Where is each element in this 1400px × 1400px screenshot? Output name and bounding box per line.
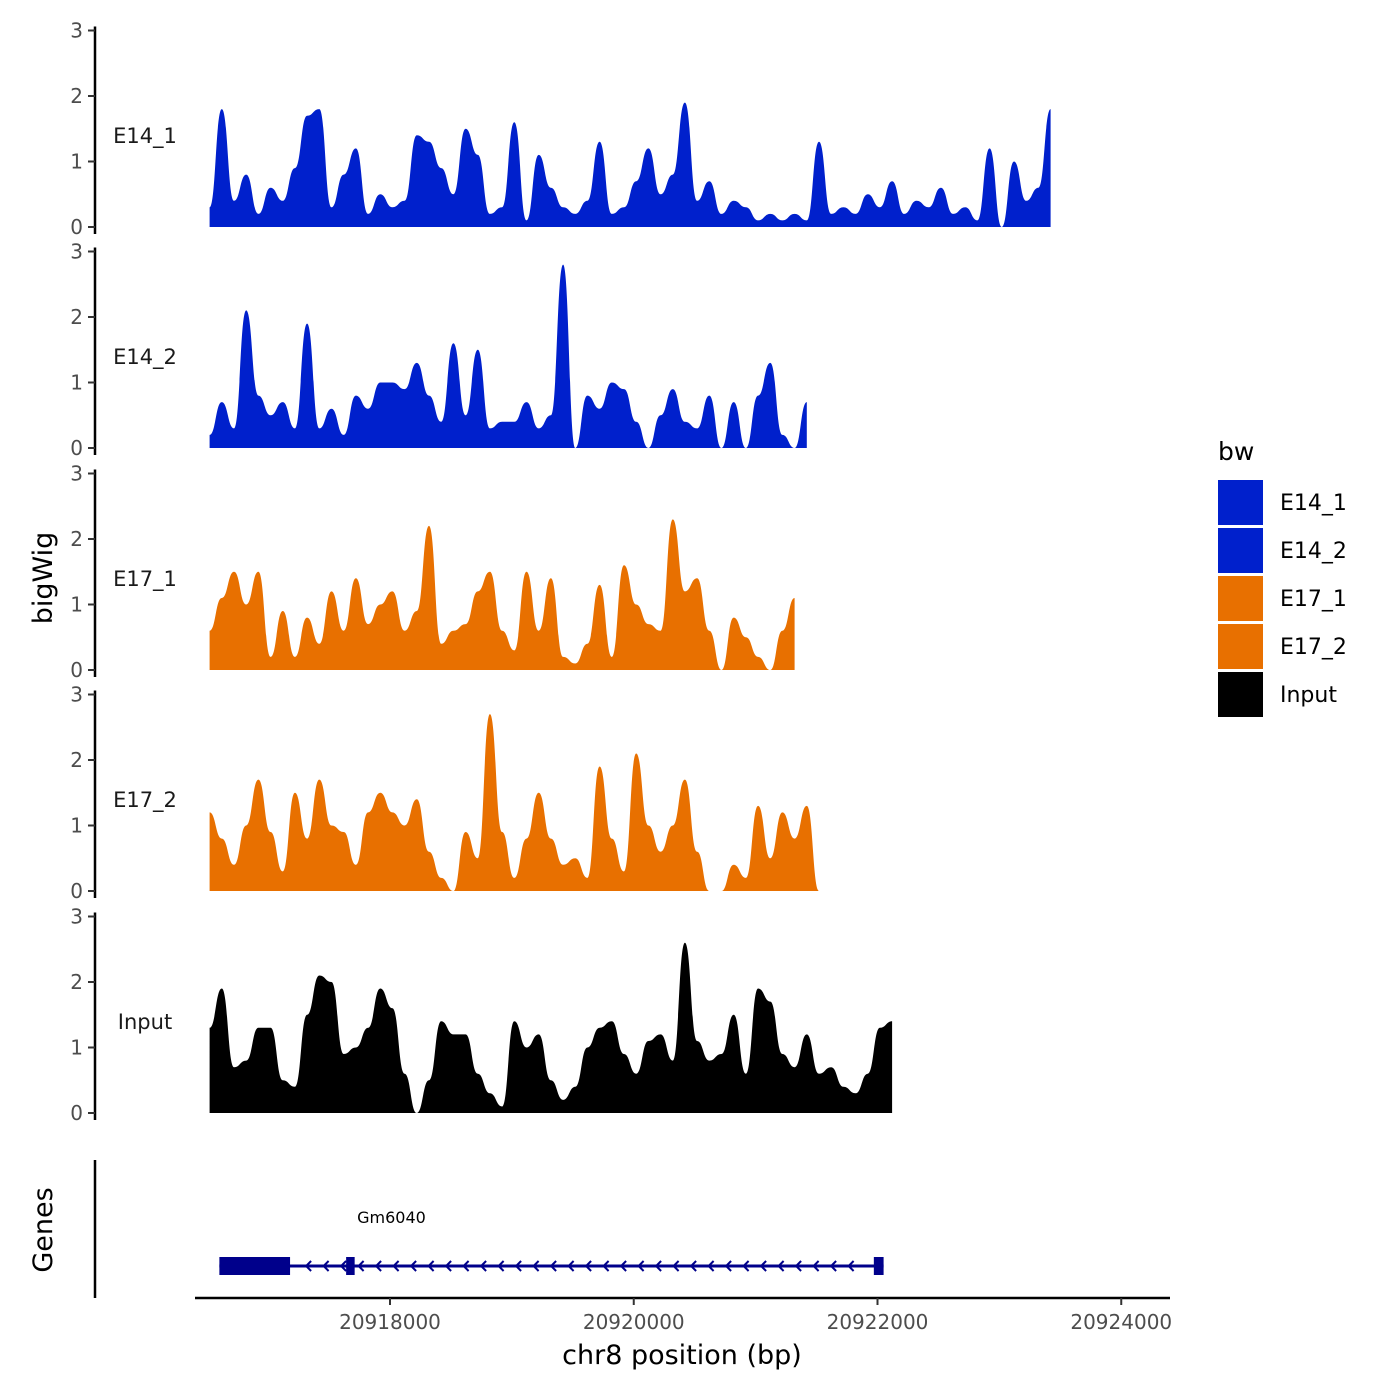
gene-track-title: Genes: [28, 1187, 59, 1272]
legend: bw E14_1 E14_2 E17_1 E17_2 Input: [1218, 437, 1347, 717]
y-tick-label: 1: [70, 1036, 83, 1060]
y-tick-label: 0: [70, 436, 83, 460]
y-tick-label: 2: [70, 970, 83, 994]
y-tick-label: 2: [70, 305, 83, 329]
strand-arrow: [532, 1260, 540, 1272]
strand-arrow: [427, 1260, 435, 1272]
coverage-area-e17-1: [209, 519, 795, 670]
strand-arrow: [322, 1260, 330, 1272]
legend-label: E17_1: [1280, 587, 1347, 612]
legend-label: Input: [1280, 683, 1337, 708]
coverage-area-e17-2: [209, 714, 820, 891]
legend-key-e17-1: [1218, 576, 1263, 621]
strand-arrow: [847, 1260, 855, 1272]
strand-arrow: [479, 1260, 487, 1272]
gene-track: Gm6040: [93, 1160, 884, 1298]
y-tick-label: 2: [70, 748, 83, 772]
track-label: E17_2: [113, 788, 177, 813]
legend-key-e17-2: [1218, 624, 1263, 669]
y-tick-label: 3: [70, 905, 83, 929]
strand-arrow: [549, 1260, 557, 1272]
coverage-area-e14-1: [209, 102, 1051, 227]
y-tick-label: 3: [70, 683, 83, 707]
strand-arrow: [567, 1260, 575, 1272]
y-axis-title: bigWig: [28, 532, 59, 625]
strand-arrow: [689, 1260, 697, 1272]
legend-label: E17_2: [1280, 635, 1347, 660]
track-input: 0 1 2 3 Input: [70, 905, 893, 1125]
strand-arrow: [654, 1260, 662, 1272]
y-tick-label: 3: [70, 462, 83, 486]
track-label: E17_1: [113, 567, 177, 592]
coverage-tracks: 0 1 2 3 E14_1 0 1 2 3 E14_2 0 1 2 3 E17_1 0 1 2 3 E17_2 0 1 2 3…: [70, 19, 1051, 1125]
y-tick-label: 3: [70, 240, 83, 264]
strand-arrow: [672, 1260, 680, 1272]
coverage-area-input: [209, 942, 893, 1113]
strand-arrow: [637, 1260, 645, 1272]
x-axis: 20918000 20920000 20922000 20924000: [195, 1296, 1172, 1334]
strand-arrow: [584, 1260, 592, 1272]
x-tick-label: 20920000: [583, 1310, 685, 1334]
strand-arrow: [357, 1260, 365, 1272]
strand-arrow: [409, 1260, 417, 1272]
y-tick-label: 1: [70, 814, 83, 838]
strand-arrow: [392, 1260, 400, 1272]
strand-arrow: [602, 1260, 610, 1272]
gene-name-label: Gm6040: [357, 1208, 426, 1227]
strand-arrow: [619, 1260, 627, 1272]
gene-exon: [219, 1257, 291, 1275]
strand-arrow: [339, 1260, 347, 1272]
strand-arrow: [462, 1260, 470, 1272]
y-tick-label: 3: [70, 19, 83, 43]
track-label: E14_2: [113, 345, 177, 370]
coverage-area-e14-2: [209, 264, 807, 448]
track-e14-1: 0 1 2 3 E14_1: [70, 19, 1051, 239]
track-e14-2: 0 1 2 3 E14_2: [70, 240, 807, 460]
track-e17-2: 0 1 2 3 E17_2: [70, 683, 820, 903]
y-tick-label: 0: [70, 1101, 83, 1125]
strand-arrow: [374, 1260, 382, 1272]
legend-key-e14-2: [1218, 528, 1263, 573]
legend-title: bw: [1218, 437, 1254, 466]
strand-arrow: [724, 1260, 732, 1272]
y-tick-label: 2: [70, 527, 83, 551]
strand-arrow: [444, 1260, 452, 1272]
x-axis-title: chr8 position (bp): [562, 1340, 802, 1371]
legend-label: E14_1: [1280, 491, 1347, 516]
track-e17-1: 0 1 2 3 E17_1: [70, 462, 795, 682]
legend-label: E14_2: [1280, 539, 1347, 564]
y-tick-label: 2: [70, 84, 83, 108]
strand-arrow: [304, 1260, 312, 1272]
strand-arrow: [794, 1260, 802, 1272]
gene-exon: [346, 1257, 355, 1275]
strand-arrow: [829, 1260, 837, 1272]
legend-key-e14-1: [1218, 480, 1263, 525]
strand-arrow: [777, 1260, 785, 1272]
track-label: E14_1: [113, 124, 177, 149]
y-tick-label: 0: [70, 879, 83, 903]
strand-arrow: [759, 1260, 767, 1272]
x-tick-label: 20918000: [339, 1310, 441, 1334]
strand-arrow: [707, 1260, 715, 1272]
y-tick-label: 1: [70, 150, 83, 174]
y-tick-label: 1: [70, 371, 83, 395]
strand-arrow: [812, 1260, 820, 1272]
y-tick-label: 0: [70, 215, 83, 239]
legend-key-input: [1218, 672, 1263, 717]
x-tick-label: 20924000: [1070, 1310, 1172, 1334]
x-tick-label: 20922000: [827, 1310, 929, 1334]
strand-arrow: [497, 1260, 505, 1272]
strand-arrow: [742, 1260, 750, 1272]
y-tick-label: 0: [70, 658, 83, 682]
strand-arrow: [514, 1260, 522, 1272]
track-label: Input: [118, 1010, 172, 1034]
y-tick-label: 1: [70, 593, 83, 617]
gene-exon: [873, 1257, 884, 1275]
